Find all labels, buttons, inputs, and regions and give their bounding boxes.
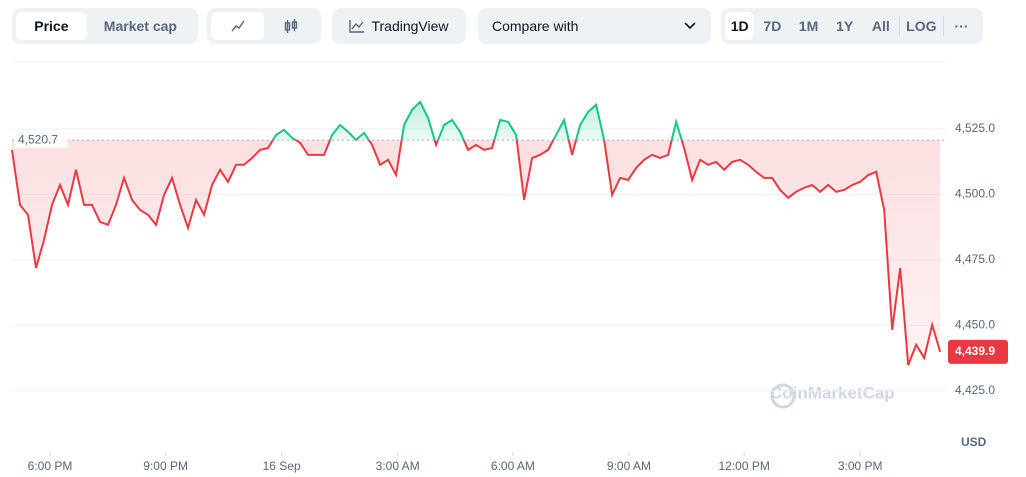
more-button[interactable]: ···: [954, 18, 969, 34]
area-down: [12, 140, 941, 365]
tab[interactable]: Price: [16, 12, 87, 40]
tab[interactable]: Market cap: [103, 18, 177, 34]
tradingview-button[interactable]: TradingView: [336, 12, 462, 40]
x-tick-label: 9:00 PM: [143, 459, 188, 473]
tradingview-group: TradingView: [332, 8, 466, 44]
baseline-label: 4,520.7: [18, 132, 58, 146]
label: Compare with: [492, 18, 579, 34]
x-tick-label: 12:00 PM: [718, 459, 769, 473]
tv-icon: [349, 20, 365, 33]
range-button[interactable]: All: [871, 18, 890, 34]
chart: CoinMarketCap USD 4,425.0 4,450.0 4,475.0 4…: [11, 61, 1008, 473]
y-unit: USD: [961, 435, 987, 449]
label: TradingView: [371, 18, 449, 34]
y-tick-label: 4,475.0: [955, 252, 995, 266]
line-icon: [230, 20, 245, 32]
range-group: 1D 7D 1M 1Y All LOG ···: [721, 8, 983, 44]
x-tick-label: 3:00 PM: [838, 459, 883, 473]
chevron: [684, 22, 696, 30]
x-tick-label: 6:00 AM: [491, 459, 535, 473]
range-button[interactable]: 7D: [763, 18, 782, 34]
last-price-box: [948, 339, 1008, 364]
range-button[interactable]: 1Y: [836, 18, 854, 34]
x-tick-label: 3:00 AM: [376, 459, 420, 473]
line-chart-button[interactable]: [211, 12, 264, 40]
tab-group: Price Market cap: [12, 8, 198, 44]
candle-icon: [284, 19, 297, 33]
y-tick-label: 4,425.0: [955, 383, 995, 397]
log-button[interactable]: LOG: [906, 18, 937, 34]
baseline-label-bg: [14, 131, 68, 149]
candle-chart-button[interactable]: [264, 12, 317, 40]
range-button[interactable]: 1D: [725, 12, 755, 40]
price-line-down: [11, 140, 942, 366]
divider: [942, 16, 944, 36]
compare-dropdown[interactable]: Compare with: [478, 8, 711, 44]
last-price-label: 4,439.9: [955, 344, 995, 358]
y-tick-label: 4,525.0: [955, 121, 995, 135]
divider: [898, 16, 900, 36]
x-tick-label: 6:00 PM: [28, 459, 73, 473]
watermark: CoinMarketCap: [770, 383, 895, 402]
y-tick-label: 4,500.0: [955, 187, 995, 201]
watermark-logo: [770, 383, 796, 409]
compare-button[interactable]: Compare with: [482, 12, 707, 40]
x-tick-label: 9:00 AM: [607, 459, 651, 473]
x-tick-label: 16 Sep: [263, 459, 301, 473]
range-button[interactable]: 1M: [798, 18, 819, 34]
y-tick-label: 4,450.0: [955, 318, 995, 332]
chart-type-group: [207, 8, 321, 44]
